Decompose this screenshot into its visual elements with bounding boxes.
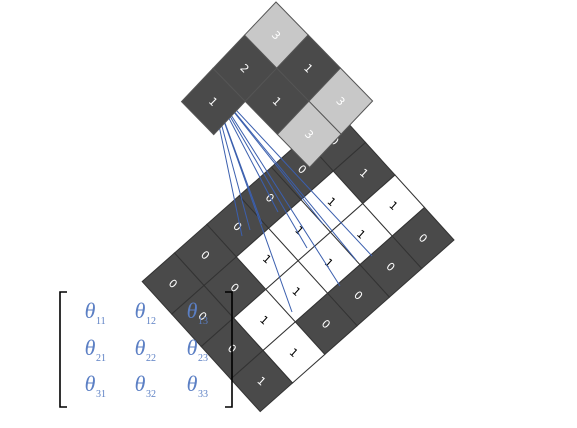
theta-subscript: 11 bbox=[96, 316, 106, 327]
matrix-left-bracket bbox=[59, 291, 67, 408]
theta-symbol: θ bbox=[135, 371, 146, 396]
theta-symbol: θ bbox=[187, 298, 198, 323]
theta-subscript: 22 bbox=[146, 353, 156, 364]
output-cell bbox=[276, 100, 342, 169]
theta-symbol: θ bbox=[135, 335, 146, 360]
theta-symbol: θ bbox=[187, 335, 198, 360]
theta-subscript: 12 bbox=[146, 316, 156, 327]
theta-symbol: θ bbox=[85, 335, 96, 360]
theta-subscript: 31 bbox=[96, 389, 106, 400]
theta-symbol: θ bbox=[85, 371, 96, 396]
input-feature-grid: 011001100110011000110001 bbox=[141, 109, 455, 413]
theta-weight-matrix: θ 11 θ 12 θ 13θ 21 θ 22 θ 23θ 31 θ 32 θ 33 bbox=[59, 291, 233, 408]
theta-subscript: 21 bbox=[96, 353, 106, 364]
kernel-connector-line bbox=[209, 81, 373, 257]
theta-subscript: 33 bbox=[198, 389, 208, 400]
matrix-right-bracket bbox=[225, 291, 233, 408]
theta-symbol: θ bbox=[187, 371, 198, 396]
theta-subscript: 13 bbox=[198, 316, 208, 327]
input-cell bbox=[229, 349, 294, 413]
theta-subscript: 23 bbox=[198, 353, 208, 364]
output-cell bbox=[180, 67, 246, 136]
theta-symbol: θ bbox=[135, 298, 146, 323]
theta-symbol: θ bbox=[85, 298, 96, 323]
theta-subscript: 32 bbox=[146, 389, 156, 400]
